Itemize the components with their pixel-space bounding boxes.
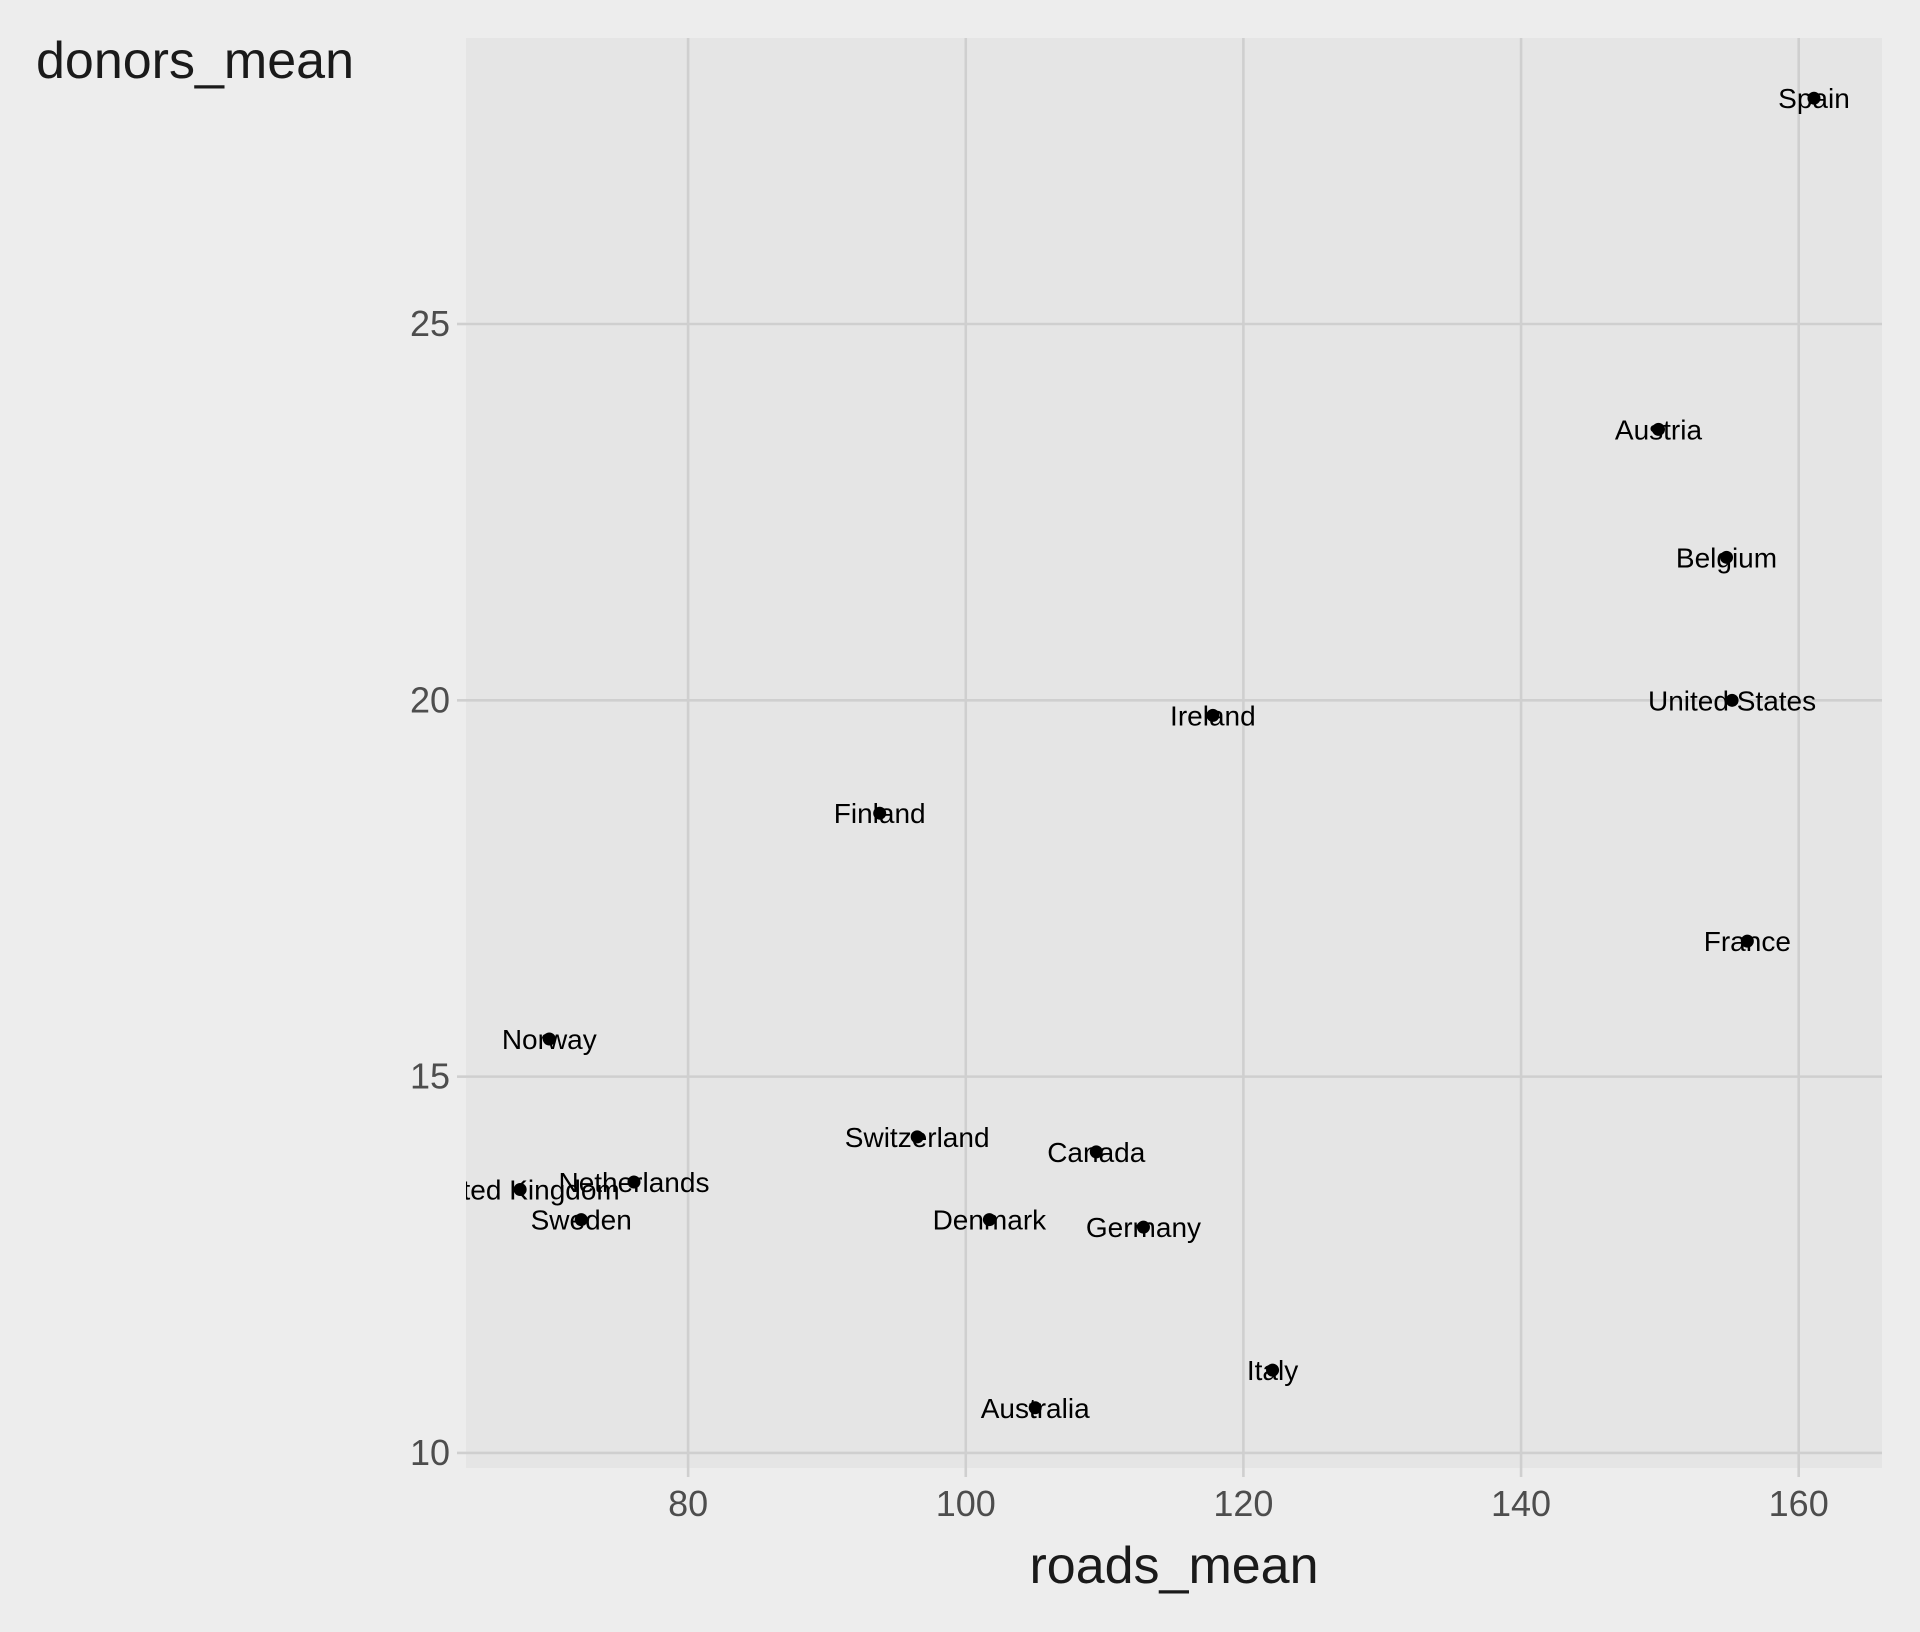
y-tick-label: 15: [410, 1056, 450, 1097]
x-tick-label: 140: [1491, 1483, 1551, 1524]
point-label: Australia: [981, 1393, 1090, 1424]
point-label: France: [1704, 926, 1791, 957]
point-label: United States: [1648, 685, 1816, 716]
data-point: [1028, 1401, 1042, 1415]
data-point: [542, 1032, 556, 1046]
data-point: [982, 1213, 996, 1227]
plot-panel: [466, 38, 1882, 1468]
x-tick-label: 80: [668, 1483, 708, 1524]
point-label: Norway: [502, 1024, 597, 1055]
data-point: [574, 1213, 588, 1227]
grid-lines: [466, 38, 1882, 1468]
x-tick-label: 160: [1769, 1483, 1829, 1524]
data-point: [1720, 550, 1734, 564]
data-point: [1651, 422, 1665, 436]
point-label: Belgium: [1676, 542, 1777, 573]
point-label: Spain: [1778, 83, 1850, 114]
data-point: [1136, 1220, 1150, 1234]
point-label: Austria: [1615, 414, 1703, 445]
data-point: [873, 806, 887, 820]
point-label: Denmark: [933, 1205, 1048, 1236]
data-point: [1725, 693, 1739, 707]
data-point: [1807, 91, 1821, 105]
point-label: Netherlands: [558, 1167, 709, 1198]
point-label: Canada: [1047, 1137, 1146, 1168]
data-points: Spain Austria Belgium United States Ireland F…: [421, 83, 1850, 1424]
data-point: [1740, 934, 1754, 948]
data-point: [513, 1183, 527, 1197]
data-point: [627, 1175, 641, 1189]
y-axis-title: donors_mean: [36, 32, 354, 90]
data-point: [910, 1130, 924, 1144]
y-tick-label: 20: [410, 679, 450, 720]
point-label: Italy: [1247, 1355, 1298, 1386]
x-tick-label: 100: [936, 1483, 996, 1524]
point-label: Ireland: [1170, 700, 1256, 731]
point-label: Germany: [1086, 1212, 1201, 1243]
point-label: United Kingdom: [421, 1175, 620, 1206]
y-axis: 10 15 20 25: [410, 303, 466, 1473]
point-label: Sweden: [531, 1205, 632, 1236]
point-label: Finland: [834, 798, 926, 829]
x-tick-label: 120: [1213, 1483, 1273, 1524]
x-axis: 80 100 120 140 160: [668, 1468, 1829, 1524]
data-point: [1266, 1363, 1280, 1377]
data-point: [1206, 708, 1220, 722]
data-point: [1089, 1145, 1103, 1159]
y-tick-label: 25: [410, 303, 450, 344]
y-tick-label: 10: [410, 1432, 450, 1473]
x-axis-title: roads_mean: [1029, 1537, 1318, 1595]
point-label: Switzerland: [845, 1122, 990, 1153]
